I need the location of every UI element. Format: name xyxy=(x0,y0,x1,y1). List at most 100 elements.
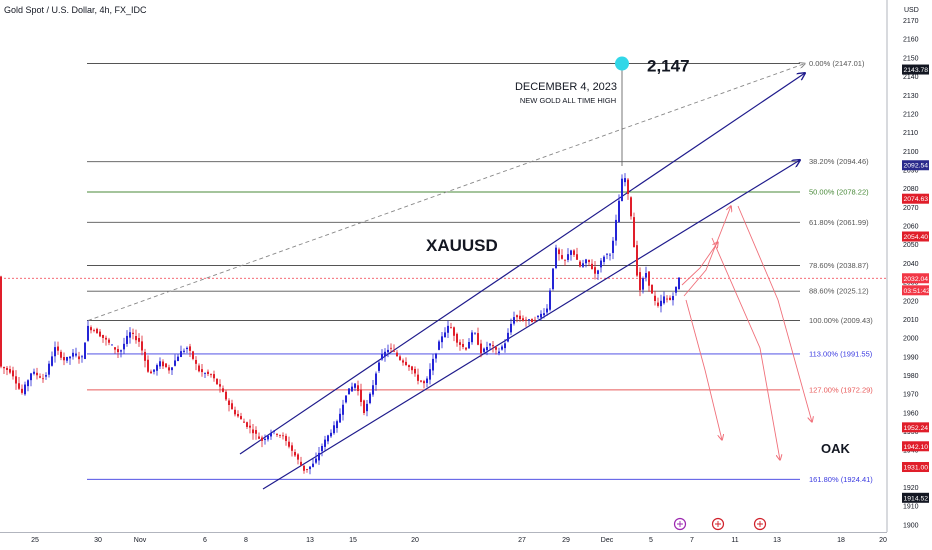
candle-body[interactable] xyxy=(561,255,563,259)
candle-body[interactable] xyxy=(465,347,467,350)
candle-body[interactable] xyxy=(462,343,464,347)
candle-body[interactable] xyxy=(654,295,656,301)
candle-body[interactable] xyxy=(63,357,65,361)
candle-body[interactable] xyxy=(441,336,443,343)
candle-body[interactable] xyxy=(495,347,497,350)
time-axis[interactable]: 25 30 Nov 6 8 13 15 20 27 29 Dec 5 7 11 13 18 20 xyxy=(0,532,887,545)
candle-body[interactable] xyxy=(207,371,209,374)
candle-body[interactable] xyxy=(504,343,506,349)
candle-body[interactable] xyxy=(597,270,599,274)
candle-body[interactable] xyxy=(309,466,311,470)
candle-body[interactable] xyxy=(144,351,146,361)
candle-body[interactable] xyxy=(186,347,188,350)
candle-body[interactable] xyxy=(228,400,230,405)
candle-body[interactable] xyxy=(426,378,428,383)
candle-body[interactable] xyxy=(339,413,341,423)
candle-body[interactable] xyxy=(42,378,44,380)
candle-body[interactable] xyxy=(546,308,548,313)
candle-body[interactable] xyxy=(273,430,275,432)
candle-body[interactable] xyxy=(138,338,140,342)
candle-body[interactable] xyxy=(201,369,203,373)
candle-body[interactable] xyxy=(243,421,245,423)
candle-body[interactable] xyxy=(282,435,284,437)
candle-body[interactable] xyxy=(519,315,521,320)
candle-body[interactable] xyxy=(402,360,404,363)
candle-body[interactable] xyxy=(15,376,17,384)
candle-body[interactable] xyxy=(33,371,35,374)
projection-arrow[interactable] xyxy=(681,242,718,286)
candle-body[interactable] xyxy=(627,179,629,194)
candle-body[interactable] xyxy=(393,350,395,352)
channel-lower-line[interactable] xyxy=(262,160,800,490)
candle-body[interactable] xyxy=(558,249,560,255)
candle-body[interactable] xyxy=(102,334,104,338)
candle-body[interactable] xyxy=(213,374,215,379)
candle-body[interactable] xyxy=(333,425,335,434)
candle-body[interactable] xyxy=(222,388,224,392)
candle-body[interactable] xyxy=(396,352,398,357)
candle-body[interactable] xyxy=(105,337,107,340)
candle-body[interactable] xyxy=(432,358,434,371)
candle-body[interactable] xyxy=(156,365,158,371)
candle-body[interactable] xyxy=(165,363,167,368)
candle-body[interactable] xyxy=(666,298,668,300)
candle-body[interactable] xyxy=(540,313,542,318)
candle-body[interactable] xyxy=(567,254,569,260)
candle-body[interactable] xyxy=(606,253,608,255)
candle-body[interactable] xyxy=(651,284,653,294)
candle-body[interactable] xyxy=(564,259,566,261)
candle-body[interactable] xyxy=(678,277,680,290)
candle-body[interactable] xyxy=(291,445,293,451)
candle-body[interactable] xyxy=(21,388,23,393)
candle-body[interactable] xyxy=(672,296,674,301)
candle-body[interactable] xyxy=(18,383,20,389)
candle-body[interactable] xyxy=(375,373,377,385)
candle-body[interactable] xyxy=(372,385,374,395)
candle-body[interactable] xyxy=(120,350,122,352)
candle-body[interactable] xyxy=(645,273,647,278)
candle-body[interactable] xyxy=(585,259,587,264)
candle-body[interactable] xyxy=(0,276,2,367)
candle-body[interactable] xyxy=(543,313,545,316)
candle-body[interactable] xyxy=(93,330,95,331)
candle-body[interactable] xyxy=(303,465,305,471)
candle-body[interactable] xyxy=(324,439,326,447)
candle-body[interactable] xyxy=(483,348,485,352)
candle-body[interactable] xyxy=(312,463,314,467)
candle-body[interactable] xyxy=(639,272,641,291)
candle-body[interactable] xyxy=(582,263,584,267)
candle-body[interactable] xyxy=(507,332,509,342)
price-axis[interactable]: USD 190019101920193019401950196019701980… xyxy=(886,0,919,532)
candle-body[interactable] xyxy=(417,374,419,381)
candle-body[interactable] xyxy=(141,341,143,351)
candle-body[interactable] xyxy=(498,351,500,354)
candle-body[interactable] xyxy=(477,333,479,345)
candle-body[interactable] xyxy=(69,356,71,359)
candle-body[interactable] xyxy=(381,354,383,360)
candle-body[interactable] xyxy=(117,349,119,353)
candle-body[interactable] xyxy=(414,368,416,374)
candle-body[interactable] xyxy=(579,261,581,267)
candle-body[interactable] xyxy=(111,344,113,346)
candle-body[interactable] xyxy=(183,350,185,352)
candle-body[interactable] xyxy=(261,437,263,441)
candle-body[interactable] xyxy=(510,323,512,333)
candle-body[interactable] xyxy=(234,409,236,415)
candle-body[interactable] xyxy=(78,356,80,360)
candle-body[interactable] xyxy=(492,345,494,347)
candle-body[interactable] xyxy=(525,319,527,321)
candle-body[interactable] xyxy=(84,342,86,359)
candle-body[interactable] xyxy=(315,458,317,463)
candle-body[interactable] xyxy=(657,302,659,306)
candle-body[interactable] xyxy=(411,366,413,371)
candle-body[interactable] xyxy=(153,369,155,372)
candle-body[interactable] xyxy=(318,452,320,461)
candle-body[interactable] xyxy=(81,356,83,358)
candle-body[interactable] xyxy=(30,373,32,381)
candle-body[interactable] xyxy=(75,353,77,356)
candle-body[interactable] xyxy=(132,332,134,334)
candle-body[interactable] xyxy=(384,351,386,357)
projection-arrow[interactable] xyxy=(737,205,812,422)
candle-body[interactable] xyxy=(576,254,578,260)
candle-body[interactable] xyxy=(114,347,116,350)
